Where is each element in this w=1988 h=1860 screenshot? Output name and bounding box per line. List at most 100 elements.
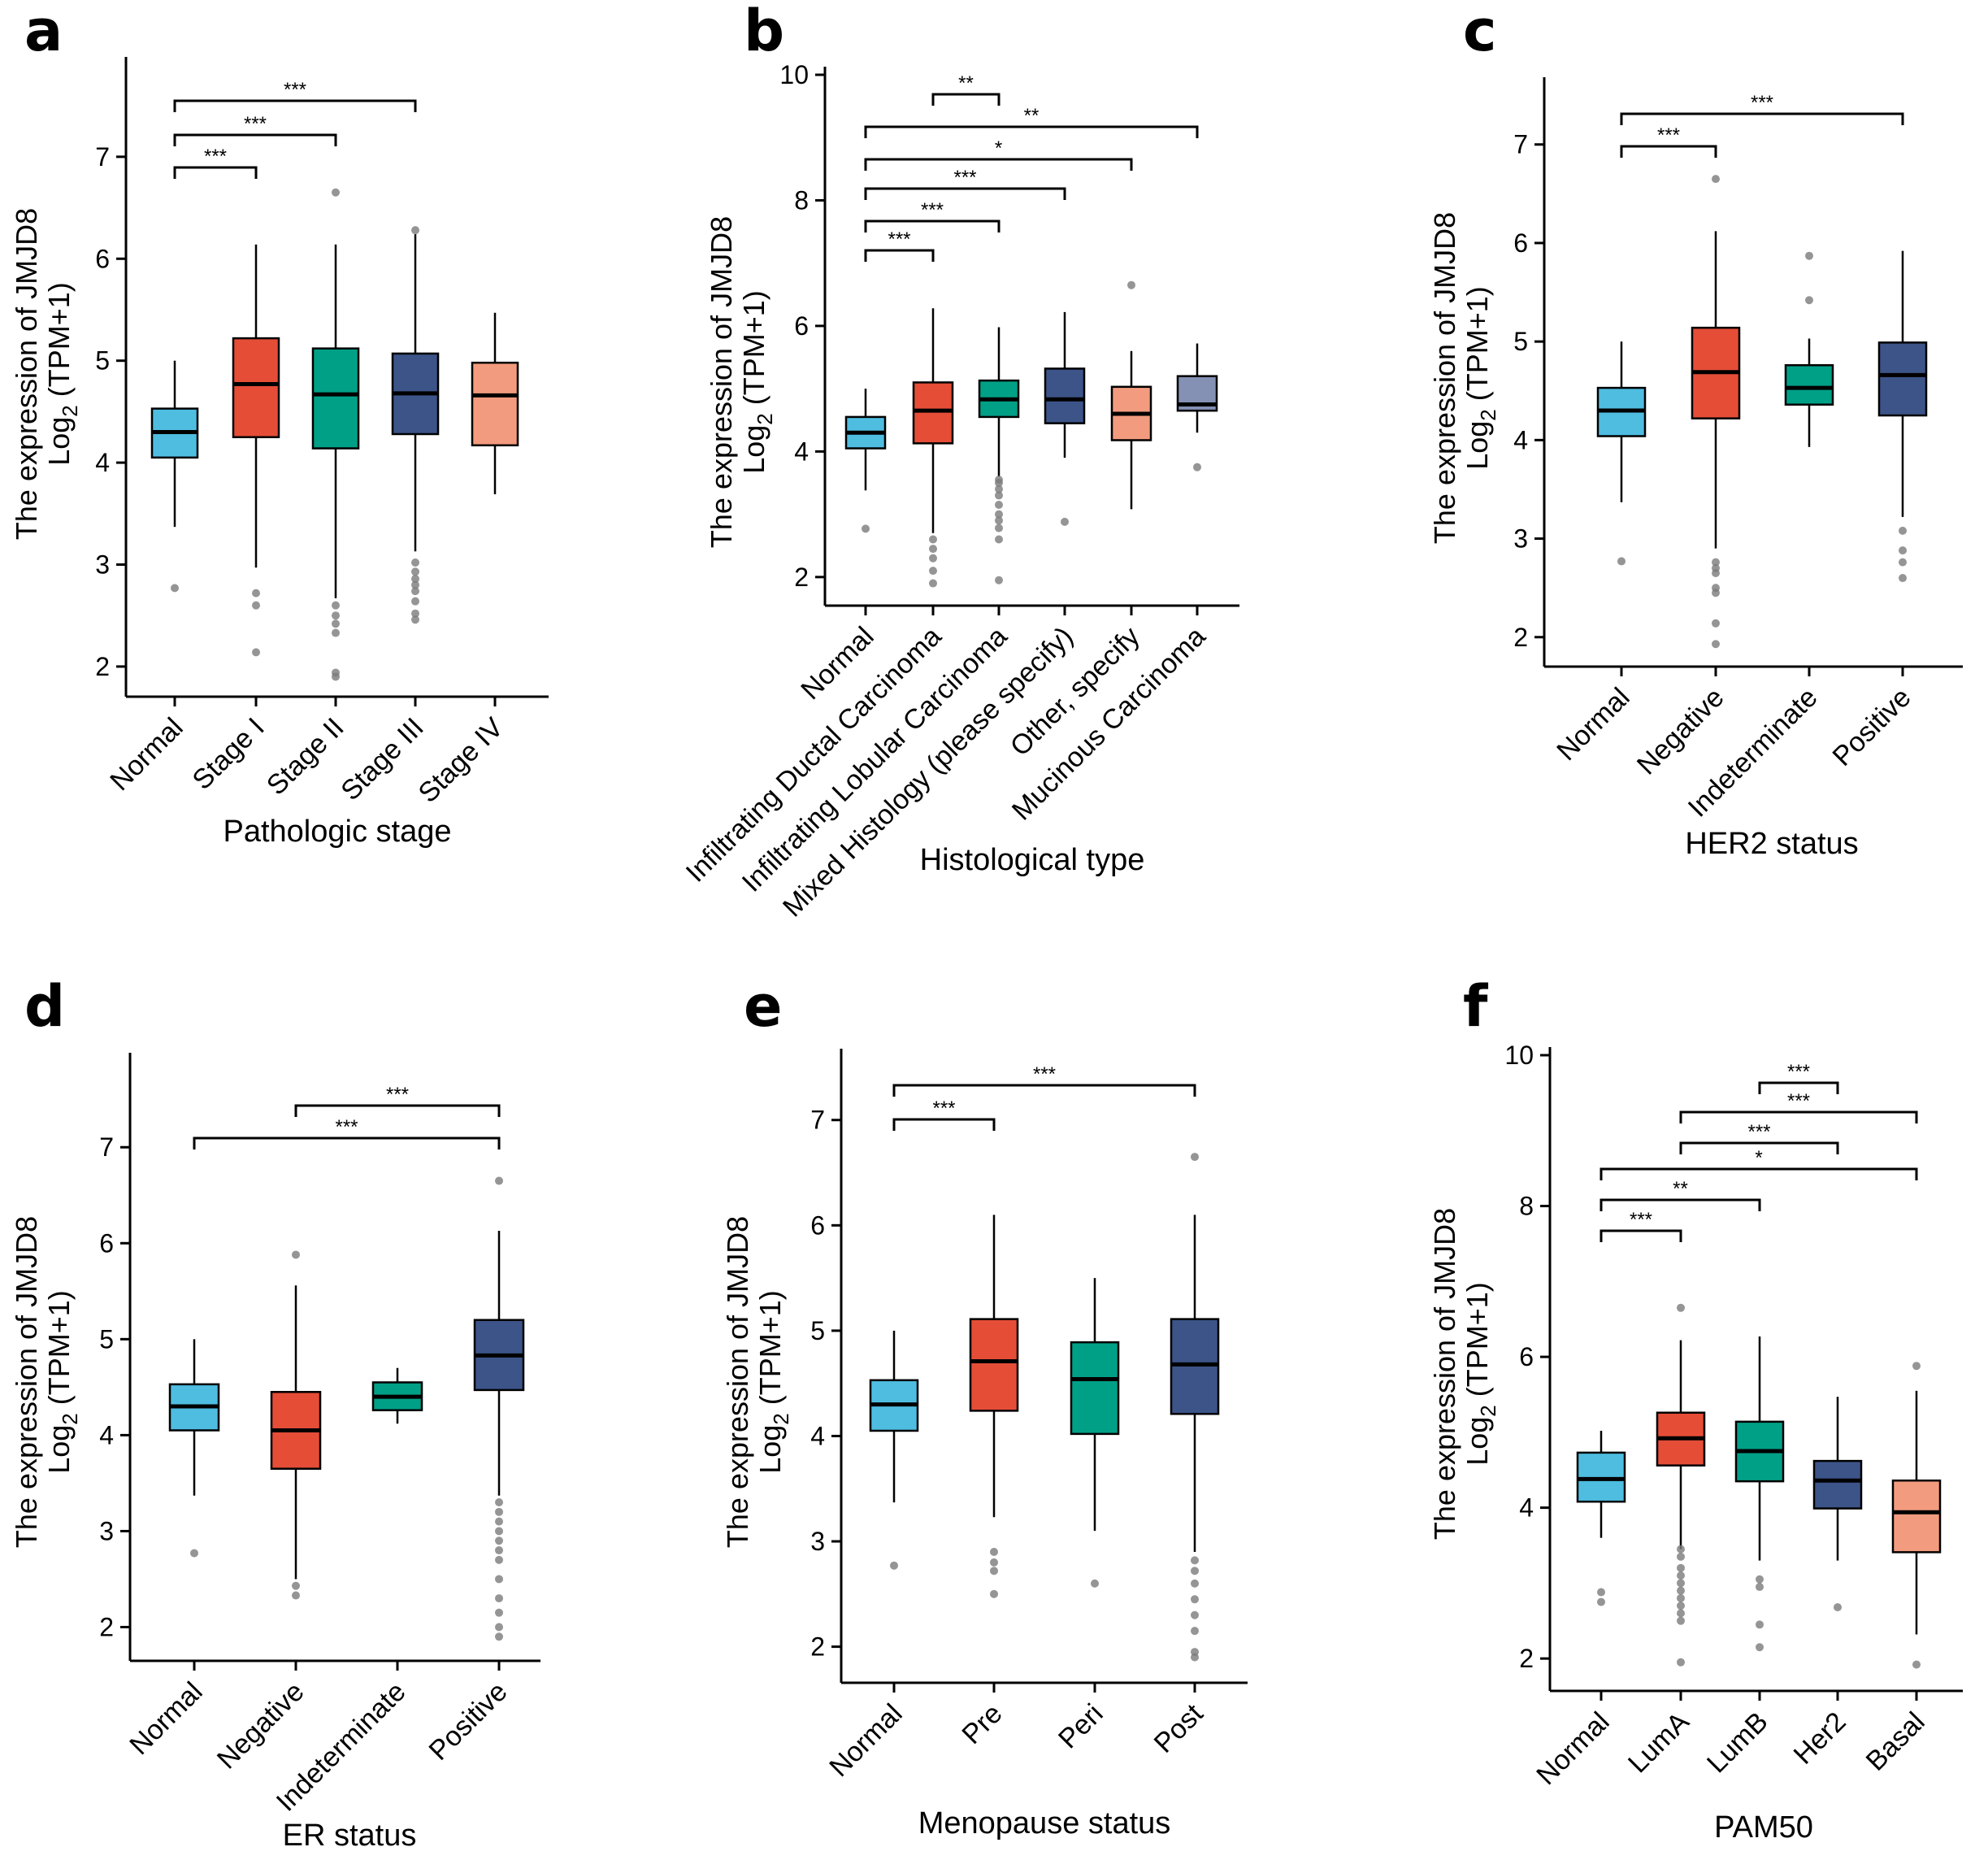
box-iqr	[1070, 1341, 1120, 1436]
y-tick-label: 10	[779, 60, 809, 89]
outlier-point	[1712, 175, 1720, 184]
outlier-point	[411, 597, 419, 606]
y-tick-label: 4	[1513, 425, 1528, 454]
box-iqr	[232, 337, 280, 438]
y-tick-label: 7	[810, 1106, 825, 1135]
y-tick-label: 2	[1519, 1644, 1534, 1673]
bracket-line	[1620, 145, 1717, 158]
x-axis-title: ER status	[283, 1819, 417, 1853]
outlier-point	[990, 1547, 998, 1556]
bracket-line	[1620, 112, 1904, 125]
outlier-point	[190, 1549, 198, 1558]
box-stage-ii	[311, 188, 360, 681]
outlier-point	[1712, 568, 1720, 577]
significance-bracket: **	[1600, 1178, 1761, 1211]
outlier-point	[990, 1589, 998, 1598]
box-mucinous-carcinoma	[1176, 343, 1218, 472]
outlier-point	[495, 1555, 503, 1564]
box-mixed-histology-please-specify-	[1044, 311, 1086, 526]
box-lumb	[1734, 1336, 1785, 1652]
y-tick-label: 6	[810, 1210, 825, 1240]
y-axis-title: The expression of JMJD8	[721, 1216, 754, 1548]
outlier-point	[411, 558, 419, 567]
outlier-point	[1756, 1575, 1764, 1584]
significance-bracket: ***	[294, 1084, 501, 1117]
outlier-point	[1127, 280, 1135, 289]
outlier-point	[1677, 1545, 1685, 1554]
y-tick-label: 4	[99, 1420, 114, 1449]
outlier-point	[495, 1623, 503, 1632]
outlier-point	[1756, 1620, 1764, 1629]
outlier-point	[1597, 1597, 1605, 1606]
y-tick-label: 8	[1519, 1192, 1534, 1221]
outlier-point	[995, 501, 1003, 510]
significance-label: ***	[386, 1084, 409, 1106]
outlier-point	[495, 1517, 503, 1526]
outlier-point	[890, 1561, 898, 1570]
significance-bracket: ***	[892, 1063, 1196, 1097]
y-tick-label: 3	[810, 1527, 825, 1556]
significance-bracket: ***	[1679, 1121, 1839, 1154]
box-iqr	[471, 361, 519, 447]
outlier-point	[929, 567, 937, 576]
bracket-line	[864, 187, 1066, 200]
outlier-point	[1899, 574, 1907, 583]
y-tick-label: 7	[95, 142, 110, 172]
y-tick-label: 8	[794, 185, 809, 215]
y-tick-label: 7	[99, 1132, 114, 1162]
y-axis-title: The expression of JMJD8	[1428, 212, 1461, 544]
y-axis-unit: Log2 (TPM+1)	[753, 1290, 793, 1474]
box-iqr	[311, 347, 360, 450]
outlier-point	[1912, 1362, 1921, 1371]
box-post	[1170, 1153, 1220, 1662]
y-tick-label: 2	[95, 652, 110, 681]
outlier-point	[1191, 1567, 1199, 1575]
box-normal	[168, 1339, 220, 1558]
box-negative	[1691, 175, 1741, 649]
significance-label: ***	[1657, 124, 1680, 146]
significance-label: ***	[1787, 1061, 1810, 1083]
y-axis-unit: Log2 (TPM+1)	[1461, 1282, 1500, 1466]
significance-label: ***	[921, 199, 944, 221]
outlier-point	[1834, 1603, 1842, 1612]
outlier-point	[495, 1498, 503, 1507]
bracket-line	[864, 219, 1001, 232]
y-tick-label: 2	[810, 1632, 825, 1662]
box-indeterminate	[371, 1367, 423, 1424]
outlier-point	[1677, 1303, 1685, 1312]
box-iqr	[969, 1318, 1019, 1412]
y-tick-label: 4	[810, 1421, 825, 1450]
outlier-point	[1899, 526, 1907, 535]
outlier-point	[1677, 1658, 1685, 1667]
box-iqr	[1812, 1459, 1863, 1510]
significance-label: *	[995, 137, 1002, 159]
outlier-point	[411, 580, 419, 589]
outlier-point	[1191, 1610, 1199, 1619]
outlier-point	[171, 584, 179, 593]
panel-e: e 2 3 4 5 6 7 The expression of JMJD8 Log2 (TPM+…	[721, 973, 1248, 1840]
outlier-point	[292, 1581, 300, 1590]
outlier-point	[1191, 1627, 1199, 1636]
outlier-point	[995, 535, 1003, 544]
box-stage-iv	[471, 312, 519, 494]
outlier-point	[1712, 619, 1720, 628]
significance-bracket: **	[864, 105, 1199, 138]
outlier-point	[1805, 251, 1813, 260]
outlier-point	[995, 485, 1003, 493]
outlier-point	[995, 524, 1003, 532]
outlier-point	[1899, 558, 1907, 567]
outlier-point	[990, 1567, 998, 1575]
bracket-line	[193, 1136, 501, 1149]
outlier-point	[495, 1575, 503, 1584]
box-peri	[1070, 1278, 1120, 1588]
outlier-point	[1677, 1609, 1685, 1618]
outlier-point	[411, 575, 419, 584]
bracket-line	[1600, 1167, 1918, 1180]
box-other-specify	[1110, 280, 1152, 510]
significance-label: **	[958, 72, 974, 94]
significance-label: ***	[1787, 1090, 1810, 1112]
y-tick-label: 7	[1513, 130, 1528, 159]
box-luma	[1656, 1303, 1706, 1667]
significance-label: ***	[888, 228, 910, 250]
significance-bracket: ***	[1620, 124, 1717, 158]
